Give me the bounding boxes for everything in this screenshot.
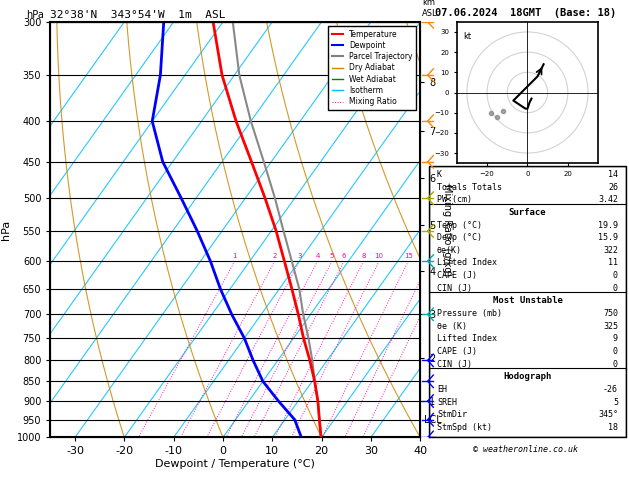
Text: 19.9: 19.9 — [598, 221, 618, 229]
Text: 5: 5 — [330, 253, 334, 260]
X-axis label: Dewpoint / Temperature (°C): Dewpoint / Temperature (°C) — [155, 459, 315, 469]
Text: 325: 325 — [603, 322, 618, 330]
Text: 0: 0 — [613, 271, 618, 280]
Text: Lifted Index: Lifted Index — [437, 259, 497, 267]
Text: 4: 4 — [315, 253, 320, 260]
Text: kt: kt — [463, 32, 471, 41]
Text: 8: 8 — [362, 253, 366, 260]
Text: Dewp (°C): Dewp (°C) — [437, 233, 482, 242]
Text: 26: 26 — [608, 183, 618, 191]
Text: 0: 0 — [613, 360, 618, 368]
Text: 15.9: 15.9 — [598, 233, 618, 242]
Y-axis label: Mixing Ratio (g/kg): Mixing Ratio (g/kg) — [442, 184, 452, 276]
Text: 07.06.2024  18GMT  (Base: 18): 07.06.2024 18GMT (Base: 18) — [435, 8, 616, 18]
Text: PW (cm): PW (cm) — [437, 195, 472, 204]
Text: 345°: 345° — [598, 410, 618, 419]
Text: © weatheronline.co.uk: © weatheronline.co.uk — [474, 445, 579, 454]
Text: StmSpd (kt): StmSpd (kt) — [437, 423, 492, 432]
Text: 18: 18 — [608, 423, 618, 432]
Text: Surface: Surface — [509, 208, 546, 217]
Text: 322: 322 — [603, 246, 618, 255]
Text: Temp (°C): Temp (°C) — [437, 221, 482, 229]
Text: hPa: hPa — [26, 10, 44, 20]
Text: CIN (J): CIN (J) — [437, 284, 472, 293]
Text: km
ASL: km ASL — [422, 0, 438, 17]
Text: EH: EH — [437, 385, 447, 394]
Text: LCL: LCL — [424, 416, 442, 425]
Text: 750: 750 — [603, 309, 618, 318]
Text: 14: 14 — [608, 170, 618, 179]
Text: θe (K): θe (K) — [437, 322, 467, 330]
Text: 9: 9 — [613, 334, 618, 343]
Text: 6: 6 — [342, 253, 347, 260]
Text: 3: 3 — [297, 253, 302, 260]
Text: 32°38'N  343°54'W  1m  ASL: 32°38'N 343°54'W 1m ASL — [50, 10, 226, 20]
Text: 0: 0 — [613, 284, 618, 293]
Text: CIN (J): CIN (J) — [437, 360, 472, 368]
Text: -26: -26 — [603, 385, 618, 394]
Text: 3.42: 3.42 — [598, 195, 618, 204]
Text: CAPE (J): CAPE (J) — [437, 347, 477, 356]
Text: CAPE (J): CAPE (J) — [437, 271, 477, 280]
Y-axis label: hPa: hPa — [1, 220, 11, 240]
Text: 15: 15 — [404, 253, 413, 260]
Text: SREH: SREH — [437, 398, 457, 406]
Text: 5: 5 — [613, 398, 618, 406]
Text: Hodograph: Hodograph — [503, 372, 552, 381]
Text: 11: 11 — [608, 259, 618, 267]
Text: Totals Totals: Totals Totals — [437, 183, 502, 191]
Text: Most Unstable: Most Unstable — [493, 296, 562, 305]
Text: K: K — [437, 170, 442, 179]
Text: StmDir: StmDir — [437, 410, 467, 419]
Text: 2: 2 — [272, 253, 277, 260]
Text: Pressure (mb): Pressure (mb) — [437, 309, 502, 318]
Text: θe(K): θe(K) — [437, 246, 462, 255]
Text: 1: 1 — [233, 253, 237, 260]
Text: 10: 10 — [375, 253, 384, 260]
Legend: Temperature, Dewpoint, Parcel Trajectory, Dry Adiabat, Wet Adiabat, Isotherm, Mi: Temperature, Dewpoint, Parcel Trajectory… — [328, 26, 416, 110]
Text: 0: 0 — [613, 347, 618, 356]
Text: Lifted Index: Lifted Index — [437, 334, 497, 343]
